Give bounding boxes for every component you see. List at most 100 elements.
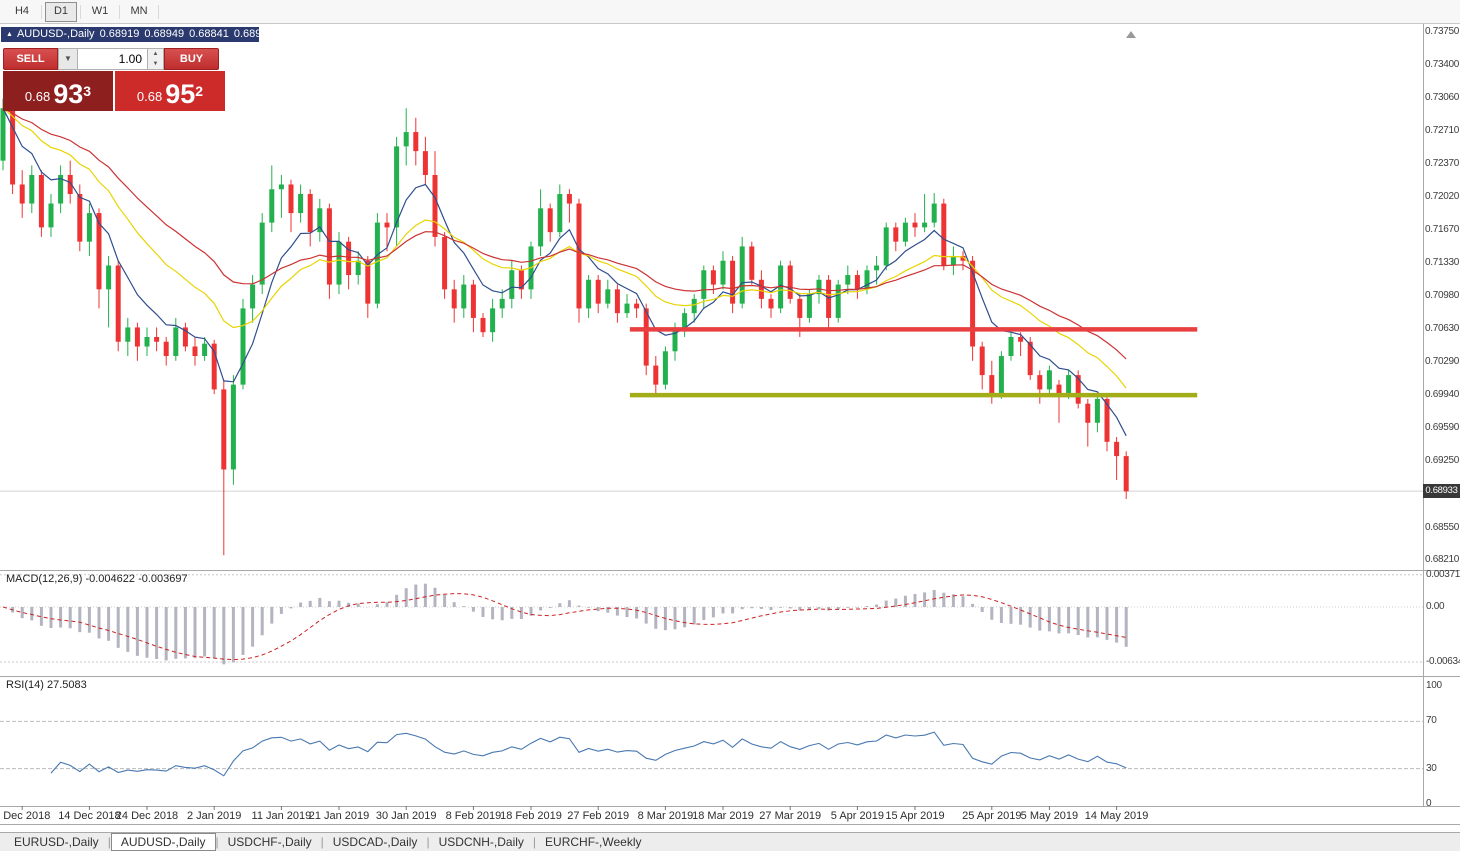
toolbar-separator: [41, 4, 42, 19]
volume-input[interactable]: [78, 48, 148, 70]
price-axis-label: 0.72370: [1425, 157, 1460, 169]
volume-decrease-button[interactable]: ▼: [152, 61, 159, 67]
date-axis-label: 2 Jan 2019: [186, 810, 242, 822]
timeframe-button-w1[interactable]: W1: [91, 4, 109, 17]
price-axis-label: 0.73060: [1425, 91, 1460, 103]
timeframe-button-mn[interactable]: MN: [130, 4, 148, 17]
candles: [0, 93, 1129, 556]
chart-tab-usdcaddaily[interactable]: USDCAD-,Daily: [332, 835, 418, 849]
date-axis-label: 24 Dec 2018: [115, 810, 179, 822]
sell-price-base: 0.68: [24, 89, 51, 104]
buy-price-base: 0.68: [136, 89, 163, 104]
price-axis-label: 0.71670: [1425, 224, 1460, 236]
date-axis-label: 27 Mar 2019: [759, 810, 822, 822]
sell-price-pip: 3: [83, 83, 92, 99]
current-price-badge: 0.68933: [1423, 484, 1460, 499]
price-axis-label: 0.68550: [1425, 521, 1460, 533]
chart-tab-bar: EURUSD-,Daily | AUDUSD-,Daily | USDCHF-,Dail…: [0, 832, 1460, 851]
date-axis-label: 5 May 2019: [1020, 810, 1079, 822]
date-axis-label: 30 Jan 2019: [375, 810, 437, 822]
price-axis-label: 0.73750: [1425, 26, 1460, 37]
ohlc-high: 0.68949: [144, 28, 185, 40]
date-axis-label: 5 Dec 2018: [0, 810, 51, 822]
overlay-ma-mid: [2, 107, 1127, 389]
macd-indicator-label: MACD(12,26,9) -0.004622 -0.003697: [6, 573, 188, 585]
chart-tab-eurusddaily[interactable]: EURUSD-,Daily: [14, 835, 99, 849]
one-click-trading-panel: SELL ▼ ▲ ▼ BUY 0.68 93 3 0.68 95 2: [3, 48, 225, 111]
rsi-line: [50, 731, 1127, 777]
tab-separator: |: [320, 835, 324, 849]
chart-tab-usdchfdaily[interactable]: USDCHF-,Daily: [227, 835, 312, 849]
timeframe-toolbar: H4 D1 W1 MN: [0, 0, 1460, 24]
tab-separator: |: [107, 835, 111, 849]
date-axis-label: 25 Apr 2019: [962, 810, 1022, 822]
macd-signal-line: [2, 593, 1127, 661]
buy-button[interactable]: BUY: [164, 48, 219, 70]
price-axis-label: 0.68210: [1425, 554, 1460, 565]
sell-price-box[interactable]: 0.68 93 3: [3, 71, 113, 111]
rsi-pane: [0, 720, 1423, 777]
date-axis-label: 8 Feb 2019: [445, 810, 502, 822]
indicator-axis-label: 30: [1426, 762, 1437, 774]
buy-price-big: 95: [165, 79, 196, 109]
chart-shift-marker-icon: [1126, 31, 1136, 38]
date-axis-label: 18 Feb 2019: [500, 810, 562, 822]
chart-title-arrow-icon: ▲: [6, 31, 13, 38]
overlay-ma-fast: [2, 107, 1127, 437]
chart-title: ▲ AUDUSD-,Daily 0.68919 0.68949 0.68841 0.689…: [1, 27, 274, 42]
chart-tab-audusddaily[interactable]: AUDUSD-,Daily: [110, 833, 216, 851]
volume-spinner: ▲ ▼: [148, 48, 164, 70]
sell-button[interactable]: SELL: [3, 48, 58, 70]
tab-separator: |: [215, 835, 219, 849]
volume-increase-button[interactable]: ▲: [152, 51, 159, 57]
price-axis-label: 0.70980: [1425, 290, 1460, 301]
toolbar-separator: [158, 4, 159, 19]
main-price-pane: [0, 93, 1423, 556]
ohlc-low: 0.68841: [189, 28, 229, 40]
price-axis-label: 0.70290: [1425, 355, 1460, 367]
date-axis-label: 5 Apr 2019: [830, 810, 884, 822]
toolbar-separator: [80, 4, 81, 19]
price-axis[interactable]: 0.73750 0.73400 0.73060 0.72710 0.72370 0.720…: [1424, 24, 1460, 806]
macd-pane: [0, 574, 1423, 665]
indicator-axis-label: 70: [1426, 715, 1437, 727]
date-axis-label: 8 Mar 2019: [637, 810, 694, 822]
rsi-indicator-label: RSI(14) 27.5083: [6, 679, 87, 691]
price-axis-label: 0.69590: [1425, 422, 1460, 434]
indicator-axis-label: 100: [1426, 680, 1442, 691]
chart-tab-eurchfweekly[interactable]: EURCHF-,Weekly: [545, 835, 642, 849]
price-axis-label: 0.69250: [1425, 454, 1460, 466]
tab-separator: |: [426, 835, 430, 849]
price-axis-label: 0.69940: [1425, 389, 1460, 401]
date-axis-label: 18 Mar 2019: [692, 810, 754, 822]
timeframe-button-d1[interactable]: D1: [45, 1, 77, 22]
buy-price-pip: 2: [195, 83, 204, 99]
indicator-axis-label: 0: [1426, 798, 1432, 809]
chart-symbol: AUDUSD-,Daily: [16, 28, 95, 40]
chart-tab-usdcnhdaily[interactable]: USDCNH-,Daily: [438, 835, 524, 849]
toolbar-separator: [119, 4, 120, 19]
price-axis-label: 0.73400: [1425, 59, 1460, 71]
date-axis-label: 27 Feb 2019: [567, 810, 630, 822]
ohlc-close: 0.68933: [233, 28, 274, 40]
timeframe-button-h4[interactable]: H4: [14, 4, 30, 17]
sell-price-big: 93: [53, 79, 84, 109]
indicator-axis-label: -0.006344: [1426, 656, 1460, 668]
overlay-ma-slow: [2, 107, 1127, 360]
volume-dropdown-button[interactable]: ▼: [58, 48, 78, 70]
price-axis-label: 0.72020: [1425, 190, 1460, 202]
buy-price-box[interactable]: 0.68 95 2: [115, 71, 225, 111]
price-axis-label: 0.71330: [1425, 256, 1460, 268]
date-axis-label: 21 Jan 2019: [308, 810, 370, 822]
ohlc-open: 0.68919: [99, 28, 140, 40]
date-axis-label: 15 Apr 2019: [885, 810, 945, 822]
date-axis-label: 14 May 2019: [1084, 810, 1149, 822]
date-axis-label: 11 Jan 2019: [251, 810, 312, 822]
price-axis-label: 0.72710: [1425, 125, 1460, 137]
indicator-axis-label: 0.00: [1426, 601, 1445, 612]
tab-separator: |: [532, 835, 537, 849]
indicator-axis-label: 0.003718: [1426, 568, 1460, 580]
price-axis-label: 0.70630: [1425, 323, 1460, 335]
